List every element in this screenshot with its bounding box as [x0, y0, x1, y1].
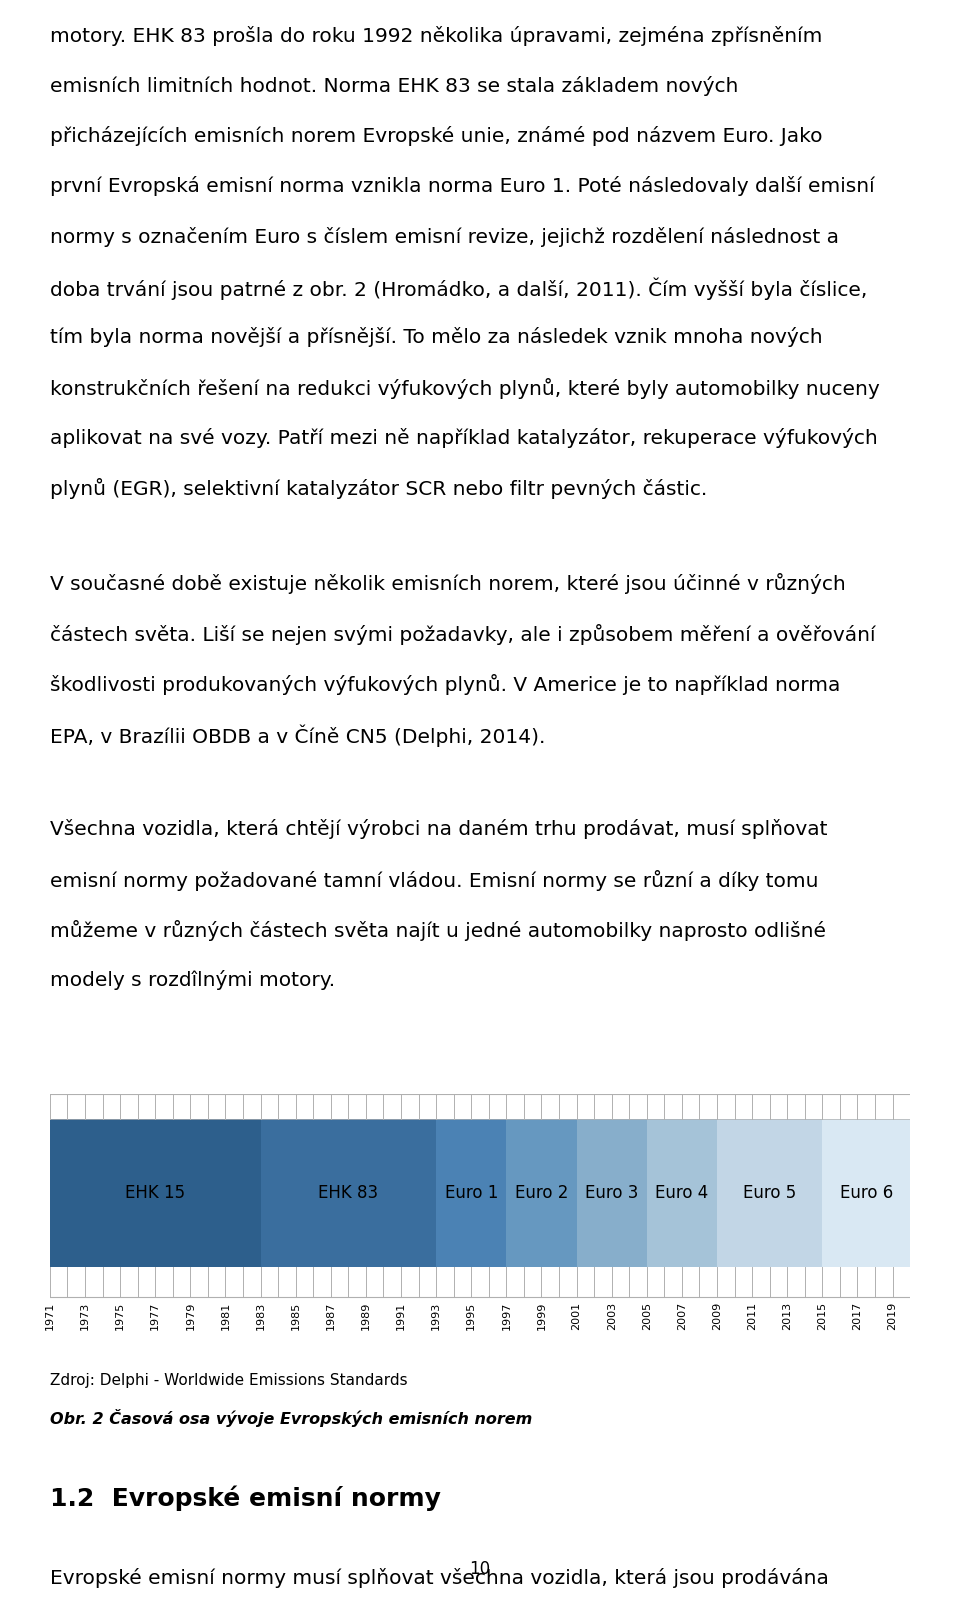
Text: 1987: 1987 — [325, 1302, 336, 1330]
Text: plynů (EGR), selektivní katalyzátor SCR nebo filtr pevných částic.: plynů (EGR), selektivní katalyzátor SCR … — [50, 478, 708, 500]
Text: 2003: 2003 — [607, 1302, 616, 1330]
Bar — [647, 1118, 717, 1266]
Text: 2001: 2001 — [571, 1302, 582, 1330]
Text: 2005: 2005 — [642, 1302, 652, 1330]
Text: motory. EHK 83 prošla do roku 1992 několika úpravami, zejména zpřísněním: motory. EHK 83 prošla do roku 1992 někol… — [50, 26, 823, 46]
Bar — [717, 1118, 823, 1266]
Text: Všechna vozidla, která chtějí výrobci na daném trhu prodávat, musí splňovat: Všechna vozidla, která chtějí výrobci na… — [50, 819, 828, 840]
Text: aplikovat na své vozy. Patří mezi ně například katalyzátor, rekuperace výfukovýc: aplikovat na své vozy. Patří mezi ně nap… — [50, 428, 877, 449]
Text: tím byla norma novější a přísnější. To mělo za následek vznik mnoha nových: tím byla norma novější a přísnější. To m… — [50, 327, 823, 348]
Text: 1975: 1975 — [115, 1302, 125, 1330]
Text: Euro 5: Euro 5 — [743, 1183, 796, 1203]
Text: škodlivosti produkovaných výfukových plynů. V Americe je to například norma: škodlivosti produkovaných výfukových ply… — [50, 674, 840, 695]
Text: emisní normy požadované tamní vládou. Emisní normy se různí a díky tomu: emisní normy požadované tamní vládou. Em… — [50, 869, 819, 891]
Text: 1977: 1977 — [151, 1302, 160, 1330]
Text: 10: 10 — [469, 1560, 491, 1578]
Text: 1999: 1999 — [537, 1302, 546, 1330]
Text: přicházejících emisních norem Evropské unie, známé pod názvem Euro. Jako: přicházejících emisních norem Evropské u… — [50, 126, 823, 147]
Text: 1993: 1993 — [431, 1302, 441, 1330]
Text: EPA, v Brazílii OBDB a v Číně CN5 (Delphi, 2014).: EPA, v Brazílii OBDB a v Číně CN5 (Delph… — [50, 723, 545, 747]
Text: Euro 4: Euro 4 — [656, 1183, 708, 1203]
Text: 2015: 2015 — [817, 1302, 828, 1330]
Text: Zdroj: Delphi - Worldwide Emissions Standards: Zdroj: Delphi - Worldwide Emissions Stan… — [50, 1373, 408, 1388]
Text: Euro 1: Euro 1 — [444, 1183, 498, 1203]
Text: 1991: 1991 — [396, 1302, 406, 1330]
Text: první Evropská emisní norma vznikla norma Euro 1. Poté následovaly další emisní: první Evropská emisní norma vznikla norm… — [50, 177, 875, 196]
Text: Euro 2: Euro 2 — [515, 1183, 568, 1203]
Text: 1997: 1997 — [501, 1302, 512, 1330]
Text: částech světa. Liší se nejen svými požadavky, ale i způsobem měření a ověřování: částech světa. Liší se nejen svými požad… — [50, 623, 876, 645]
Text: V současné době existuje několik emisních norem, které jsou účinné v různých: V současné době existuje několik emisníc… — [50, 573, 846, 594]
Text: 2009: 2009 — [712, 1302, 722, 1330]
Text: 2019: 2019 — [888, 1302, 898, 1330]
Text: 1983: 1983 — [255, 1302, 266, 1330]
Text: emisních limitních hodnot. Norma EHK 83 se stala základem nových: emisních limitních hodnot. Norma EHK 83 … — [50, 77, 738, 96]
Text: doba trvání jsou patrné z obr. 2 (Hromádko, a další, 2011). Čím vyšší byla čísli: doba trvání jsou patrné z obr. 2 (Hromád… — [50, 276, 867, 300]
Bar — [436, 1118, 506, 1266]
Text: 1.2  Evropské emisní normy: 1.2 Evropské emisní normy — [50, 1485, 441, 1511]
Text: Obr. 2 Časová osa vývoje Evropských emisních norem: Obr. 2 Časová osa vývoje Evropských emis… — [50, 1409, 532, 1426]
Text: 1995: 1995 — [467, 1302, 476, 1330]
Text: 2011: 2011 — [747, 1302, 757, 1330]
Text: konstrukčních řešení na redukci výfukových plynů, které byly automobilky nuceny: konstrukčních řešení na redukci výfukový… — [50, 377, 879, 399]
Text: EHK 83: EHK 83 — [319, 1183, 378, 1203]
Text: modely s rozdîlnými motory.: modely s rozdîlnými motory. — [50, 969, 335, 990]
Bar — [260, 1118, 436, 1266]
Text: Euro 3: Euro 3 — [585, 1183, 638, 1203]
Text: 1985: 1985 — [291, 1302, 300, 1330]
Text: 1971: 1971 — [45, 1302, 55, 1330]
Text: normy s označením Euro s číslem emisní revize, jejichž rozdělení následnost a: normy s označením Euro s číslem emisní r… — [50, 227, 839, 248]
Text: 2017: 2017 — [852, 1302, 862, 1330]
Bar — [506, 1118, 577, 1266]
Text: Euro 6: Euro 6 — [840, 1183, 893, 1203]
Text: 1989: 1989 — [361, 1302, 371, 1330]
Bar — [577, 1118, 647, 1266]
Text: EHK 15: EHK 15 — [125, 1183, 185, 1203]
Text: 1973: 1973 — [80, 1302, 90, 1330]
Text: 2007: 2007 — [677, 1302, 686, 1330]
Text: 1979: 1979 — [185, 1302, 195, 1330]
Text: 2013: 2013 — [782, 1302, 792, 1330]
Bar — [823, 1118, 910, 1266]
Bar — [50, 1118, 260, 1266]
Text: Evropské emisní normy musí splňovat všechna vozidla, která jsou prodávána: Evropské emisní normy musí splňovat všec… — [50, 1568, 828, 1589]
Text: můžeme v různých částech světa najít u jedné automobilky naprosto odlišné: můžeme v různých částech světa najít u j… — [50, 920, 826, 941]
Text: 1981: 1981 — [221, 1302, 230, 1330]
